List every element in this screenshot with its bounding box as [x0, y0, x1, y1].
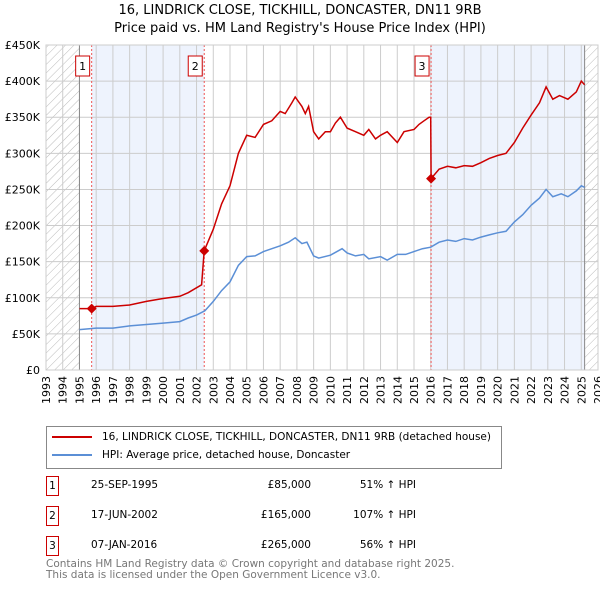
legend-item-hpi: HPI: Average price, detached house, Donc…: [52, 449, 350, 461]
y-tick-label: £150K: [5, 256, 41, 269]
x-tick-label: 2012: [358, 376, 371, 404]
x-tick-label: 2004: [224, 376, 237, 404]
sale-label-box: [187, 55, 203, 77]
property-price-line: [79, 79, 586, 310]
transaction-row: 3 07-JAN-2016 £265,000 56% ↑ HPI: [46, 536, 446, 556]
y-tick-label: £0: [26, 364, 40, 377]
legend: 16, LINDRICK CLOSE, TICKHILL, DONCASTER,…: [46, 426, 502, 469]
x-tick-label: 2024: [559, 376, 572, 404]
x-tick-label: 2016: [425, 376, 438, 404]
transaction-price: £265,000: [260, 539, 311, 551]
transaction-price: £85,000: [267, 479, 311, 491]
x-tick-label: 2001: [174, 376, 187, 404]
legend-line-red: [52, 436, 92, 438]
x-tick-label: 1999: [140, 376, 153, 404]
x-tick-label: 2008: [291, 376, 304, 404]
y-tick-label: £200K: [5, 220, 41, 233]
x-tick-label: 2006: [257, 376, 270, 404]
footer: Contains HM Land Registry data © Crown c…: [46, 559, 454, 581]
x-tick-label: 2000: [157, 376, 170, 404]
legend-line-blue: [52, 454, 92, 456]
legend-label-hpi: HPI: Average price, detached house, Donc…: [102, 449, 351, 461]
x-tick-label: 2014: [391, 376, 404, 404]
x-tick-label: 1993: [40, 376, 53, 404]
sale-point: [86, 303, 97, 314]
legend-item-property: 16, LINDRICK CLOSE, TICKHILL, DONCASTER,…: [52, 431, 491, 443]
transaction-hpi: 56% ↑ HPI: [359, 539, 416, 551]
chart-subtitle: Price paid vs. HM Land Registry's House …: [114, 21, 486, 36]
y-tick-label: £350K: [5, 111, 41, 124]
transaction-hpi: 51% ↑ HPI: [359, 479, 416, 491]
x-tick-label: 2002: [191, 376, 204, 404]
marker-badge: 1: [46, 476, 59, 496]
footer-copyright: Contains HM Land Registry data © Crown c…: [46, 558, 455, 570]
sale-point: [199, 245, 210, 256]
transaction-date: 07-JAN-2016: [91, 539, 158, 551]
price-chart: 1993 1994 1995 1996 1997 1998 1999 2000 2001 2002…: [5, 39, 600, 404]
legend-label-property: 16, LINDRICK CLOSE, TICKHILL, DONCASTER,…: [102, 431, 491, 443]
x-tick-label: 1995: [73, 376, 86, 404]
y-tick-label: £250K: [5, 183, 41, 196]
x-tick-label: 2026: [592, 376, 600, 404]
x-tick-label: 1998: [124, 376, 137, 404]
transaction-date: 17-JUN-2002: [91, 509, 158, 521]
x-tick-label: 2005: [241, 376, 254, 404]
y-tick-label: £300K: [5, 147, 41, 160]
x-tick-label: 2017: [441, 376, 454, 404]
x-tick-label: 1994: [57, 376, 70, 404]
y-tick-label: £400K: [5, 75, 41, 88]
x-tick-label: 2020: [492, 376, 505, 404]
x-tick-label: 2021: [508, 376, 521, 404]
transaction-hpi: 107% ↑ HPI: [353, 509, 416, 521]
sale-label: 2: [192, 60, 199, 73]
x-tick-label: 2025: [575, 376, 588, 404]
transaction-row: 2 17-JUN-2002 £165,000 107% ↑ HPI: [46, 506, 446, 526]
transaction-date: 25-SEP-1995: [91, 479, 159, 491]
x-tick-label: 2019: [475, 376, 488, 404]
transaction-row: 1 25-SEP-1995 £85,000 51% ↑ HPI: [46, 476, 446, 496]
x-tick-label: 2010: [324, 376, 337, 404]
transaction-price: £165,000: [260, 509, 311, 521]
x-tick-label: 2023: [542, 376, 555, 404]
x-tick-label: 1996: [90, 376, 103, 404]
x-tick-label: 2018: [458, 376, 471, 404]
x-tick-label: 2003: [207, 376, 220, 404]
x-tick-label: 2011: [341, 376, 354, 404]
x-tick-label: 2007: [274, 376, 287, 404]
sale-label-box: [75, 55, 91, 77]
hpi-line: [79, 184, 585, 331]
hatched-range: [584, 45, 598, 370]
x-tick-label: 2022: [525, 376, 538, 404]
x-tick-label: 2009: [308, 376, 321, 404]
sale-label: 1: [79, 60, 86, 73]
sale-label: 3: [419, 60, 426, 73]
sale-point: [426, 173, 437, 184]
plot-frame: [45, 44, 599, 371]
marker-badge: 3: [46, 536, 59, 556]
chart-title: 16, LINDRICK CLOSE, TICKHILL, DONCASTER,…: [118, 3, 482, 18]
x-tick-label: 2015: [408, 376, 421, 404]
shaded-range: [431, 45, 585, 370]
x-tick-label: 2013: [375, 376, 388, 404]
sale-label-box: [414, 55, 430, 77]
footer-licence: This data is licensed under the Open Gov…: [46, 569, 381, 581]
y-tick-label: £50K: [12, 328, 41, 341]
y-tick-label: £450K: [5, 39, 41, 52]
y-tick-label: £100K: [5, 292, 41, 305]
x-tick-label: 1997: [107, 376, 120, 404]
marker-badge: 2: [46, 506, 59, 526]
shaded-range: [91, 45, 205, 370]
